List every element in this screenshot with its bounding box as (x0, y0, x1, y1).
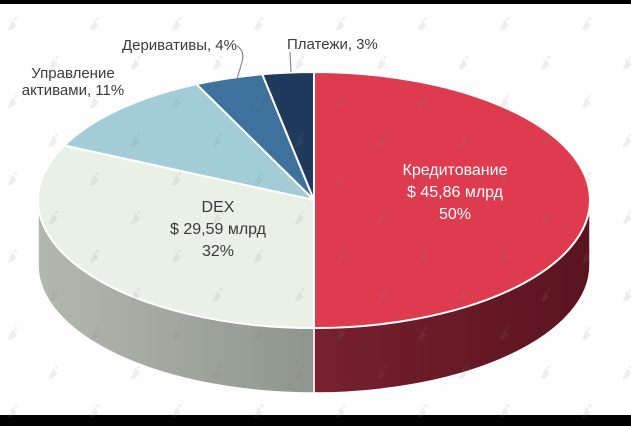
watermark-icon (498, 404, 511, 418)
watermark-icon (129, 365, 142, 379)
pie-top-slices (37, 71, 591, 329)
leader-line-payments (289, 51, 292, 73)
pie-slice-top-2 (63, 83, 315, 201)
watermark-icon (252, 404, 265, 418)
watermark-icon (621, 133, 631, 147)
slice-label-lending-amount: $ 45,86 млрд (406, 184, 504, 201)
watermark-icon (334, 404, 347, 418)
watermark-icon (621, 288, 631, 302)
slice-label-dex-pct: 32% (201, 243, 235, 260)
slice-label-payments: Платежи, 3% (287, 36, 378, 53)
watermark-icon (88, 404, 101, 418)
watermark-icon (375, 55, 388, 70)
watermark-icon (170, 404, 183, 418)
watermark-icon (580, 17, 593, 31)
watermark-icon (6, 326, 19, 341)
watermark-icon (580, 404, 593, 418)
slice-label-derivatives: Деривативы, 4% (122, 37, 237, 54)
pie-slice-top-4 (261, 71, 315, 201)
watermark-icon (539, 365, 552, 379)
slice-label-payments-text: Платежи, 3% (287, 36, 378, 53)
slice-label-lending-pct: 50% (438, 206, 472, 223)
slice-label-asset-line2: активами, 11% (21, 82, 125, 99)
watermark-icon (621, 55, 631, 70)
watermark-icon (498, 17, 511, 31)
letterbox-bottom-bar (0, 415, 631, 426)
watermark-icon (539, 55, 552, 70)
watermark-icon (621, 365, 631, 379)
slice-label-dex-name: DEX (201, 199, 235, 216)
watermark-icon (416, 404, 429, 418)
pie-slice-top-1 (37, 144, 315, 329)
watermark-icon (293, 55, 306, 70)
slice-label-lending-name: Кредитование (402, 162, 508, 179)
watermark-icon (170, 17, 183, 31)
watermark-icon (580, 326, 593, 341)
slice-label-derivatives-text: Деривативы, 4% (121, 37, 237, 54)
leader-line-derivatives (236, 45, 244, 80)
slice-label-lending: Кредитование $ 45,86 млрд 50% (375, 160, 535, 226)
slice-label-asset-line1: Управление (31, 65, 115, 82)
slice-label-dex-amount: $ 29,59 млрд (169, 221, 267, 238)
watermark-icon (580, 94, 593, 108)
watermark-icon (416, 17, 429, 31)
watermark-icon (211, 55, 224, 70)
watermark-icon (6, 404, 19, 418)
watermark-icon (457, 55, 470, 70)
pie-slice-top-0 (313, 71, 591, 329)
watermark-icon (252, 17, 265, 31)
watermark-icon (47, 133, 60, 147)
watermark-icon (47, 365, 60, 379)
watermark-icon (334, 17, 347, 31)
slice-label-dex: DEX $ 29,59 млрд 32% (138, 197, 298, 263)
watermark-icon (6, 17, 19, 31)
watermark-icon (88, 17, 101, 31)
slice-label-asset-management: Управление активами, 11% (0, 65, 153, 99)
watermark-icon (6, 171, 19, 186)
letterbox-top-bar (0, 0, 631, 4)
watermark-icon (6, 249, 19, 263)
watermark-icon (621, 210, 631, 224)
